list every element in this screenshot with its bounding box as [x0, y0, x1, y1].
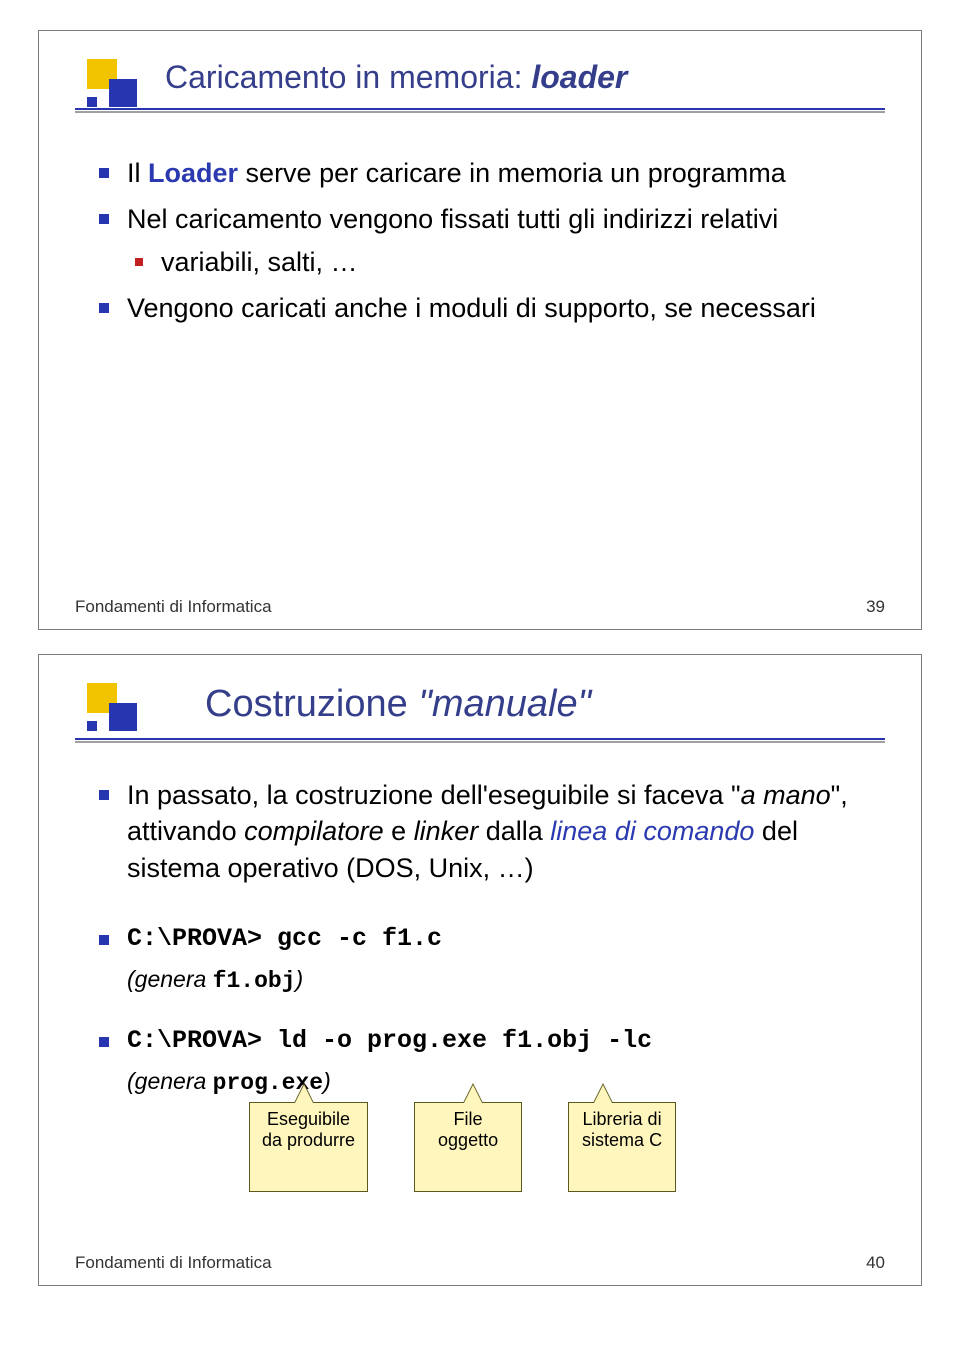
callout-executable: Eseguibile da produrre — [249, 1102, 368, 1192]
callout-object-file: File oggetto — [414, 1102, 522, 1192]
b1-dalla: dalla — [478, 816, 550, 846]
gen2-post: ) — [323, 1068, 331, 1094]
bullet-2: Nel caricamento vengono fissati tutti gl… — [99, 201, 875, 280]
footer-left: Fondamenti di Informatica — [75, 597, 272, 617]
footer-page-number: 40 — [866, 1253, 885, 1273]
slide-1: Caricamento in memoria: loader Il Loader… — [0, 0, 960, 644]
title-rule — [75, 108, 885, 113]
bullet-2-sublist: variabili, salti, … — [127, 244, 875, 280]
title-prefix: Costruzione — [205, 683, 418, 725]
b1-pre: In passato, la costruzione dell'eseguibi… — [127, 780, 741, 810]
title-prefix: Caricamento in memoria: — [165, 59, 531, 95]
slide-frame: Costruzione "manuale" In passato, la cos… — [38, 654, 922, 1286]
b1-compilatore: compilatore — [244, 816, 384, 846]
command-2: C:\PROVA> ld -o prog.exe f1.obj -lc — [99, 1024, 875, 1058]
slide-2: Costruzione "manuale" In passato, la cos… — [0, 644, 960, 1300]
b1-post: serve per caricare in memoria un program… — [238, 158, 786, 188]
gen2-pre: (genera — [127, 1068, 213, 1094]
callout3-l2: sistema C — [582, 1130, 662, 1150]
generates-1: (genera f1.obj) — [127, 966, 875, 994]
slide-footer: Fondamenti di Informatica 39 — [75, 597, 885, 617]
callouts-row: Eseguibile da produrre File oggetto Libr… — [249, 1102, 875, 1192]
b1-pre: Il — [127, 158, 148, 188]
title-rule — [75, 738, 885, 743]
gen1-pre: (genera — [127, 966, 213, 992]
slide-content: In passato, la costruzione dell'eseguibi… — [99, 777, 875, 1192]
slide-content: Il Loader serve per caricare in memoria … — [99, 155, 875, 327]
callout2-l1: File — [454, 1109, 483, 1129]
slide-title: Caricamento in memoria: loader — [165, 59, 885, 96]
bullet-3: Vengono caricati anche i moduli di suppo… — [99, 290, 875, 326]
gen1-post: ) — [296, 966, 304, 992]
callout1-l2: da produrre — [262, 1130, 355, 1150]
bullet-1: Il Loader serve per caricare in memoria … — [99, 155, 875, 191]
b1-amano: a mano — [741, 780, 831, 810]
slide-footer: Fondamenti di Informatica 40 — [75, 1253, 885, 1273]
callout-library: Libreria di sistema C — [568, 1102, 676, 1192]
decor-blue-small — [87, 97, 97, 107]
generates-2: (genera prog.exe) — [127, 1068, 875, 1096]
footer-page-number: 39 — [866, 597, 885, 617]
bullet-main: In passato, la costruzione dell'eseguibi… — [99, 777, 875, 886]
logo-decoration — [59, 55, 179, 125]
title-area: Caricamento in memoria: loader — [165, 59, 885, 96]
bullet-list: In passato, la costruzione dell'eseguibi… — [99, 777, 875, 886]
bullet-2-sub: variabili, salti, … — [135, 244, 875, 280]
slide-title: Costruzione "manuale" — [205, 683, 885, 726]
bullet-list: Il Loader serve per caricare in memoria … — [99, 155, 875, 327]
b2-text: Nel caricamento vengono fissati tutti gl… — [127, 204, 778, 234]
command-1: C:\PROVA> gcc -c f1.c — [99, 922, 875, 956]
title-area: Costruzione "manuale" — [205, 683, 885, 726]
gen1-file: f1.obj — [213, 968, 296, 994]
title-manuale: "manuale" — [418, 683, 591, 725]
footer-left: Fondamenti di Informatica — [75, 1253, 272, 1273]
decor-blue-square — [109, 703, 137, 731]
decor-blue-square — [109, 79, 137, 107]
callout1-l1: Eseguibile — [267, 1109, 350, 1129]
decor-blue-small — [87, 721, 97, 731]
title-loader-word: loader — [531, 59, 627, 95]
b1-linea: linea di comando — [550, 816, 754, 846]
slide-frame: Caricamento in memoria: loader Il Loader… — [38, 30, 922, 630]
callout2-l2: oggetto — [438, 1130, 498, 1150]
b1-e: e — [384, 816, 414, 846]
b1-loader: Loader — [148, 158, 238, 188]
callout3-l1: Libreria di — [583, 1109, 662, 1129]
b1-linker: linker — [414, 816, 479, 846]
code-list-1: C:\PROVA> gcc -c f1.c — [99, 922, 875, 956]
code-list-2: C:\PROVA> ld -o prog.exe f1.obj -lc — [99, 1024, 875, 1058]
